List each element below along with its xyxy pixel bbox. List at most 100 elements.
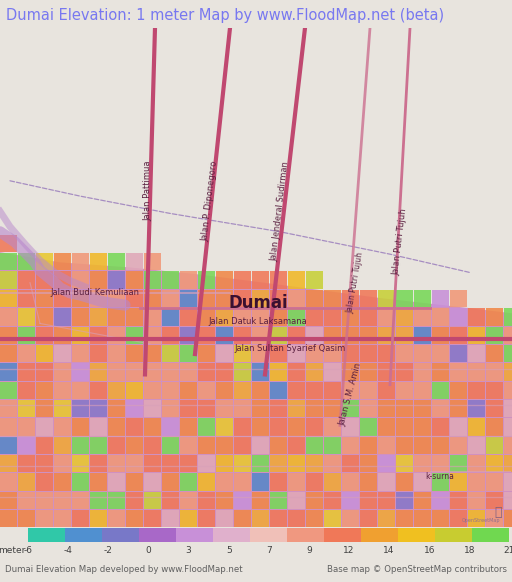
Bar [0, 382, 17, 399]
Bar [108, 510, 125, 527]
Text: -2: -2 [104, 546, 113, 555]
Text: Jalan S.M. Amin: Jalan S.M. Amin [337, 362, 363, 427]
Bar [144, 327, 161, 344]
Bar [306, 418, 323, 435]
Bar [270, 327, 287, 344]
Bar [216, 363, 233, 381]
Bar [234, 400, 251, 417]
Bar [252, 492, 269, 509]
Text: 14: 14 [383, 546, 395, 555]
Bar [486, 327, 503, 344]
Bar [432, 363, 449, 381]
Bar [0, 473, 17, 491]
Text: -6: -6 [24, 546, 33, 555]
Bar [486, 455, 503, 472]
Bar [126, 492, 143, 509]
Bar [198, 382, 215, 399]
Bar [252, 418, 269, 435]
Bar [252, 345, 269, 362]
Bar [360, 436, 377, 454]
Bar [306, 308, 323, 325]
Bar [306, 455, 323, 472]
Bar [72, 455, 89, 472]
Bar [90, 271, 107, 289]
Bar [18, 418, 35, 435]
Bar [324, 418, 341, 435]
Bar [360, 510, 377, 527]
Bar [396, 290, 413, 307]
Bar [198, 492, 215, 509]
Bar [162, 327, 179, 344]
Bar [396, 473, 413, 491]
Bar [342, 510, 359, 527]
Bar [360, 400, 377, 417]
Bar [396, 455, 413, 472]
Bar [504, 436, 512, 454]
Text: Jalan Putri Tujuh: Jalan Putri Tujuh [391, 208, 409, 276]
Bar [198, 327, 215, 344]
Bar [252, 436, 269, 454]
Bar [54, 418, 71, 435]
Bar [0, 492, 17, 509]
Bar [90, 253, 107, 271]
Bar [378, 290, 395, 307]
Bar [378, 473, 395, 491]
Bar [270, 492, 287, 509]
Bar [144, 271, 161, 289]
Bar [360, 345, 377, 362]
Bar [396, 327, 413, 344]
Bar [504, 473, 512, 491]
Bar [342, 308, 359, 325]
Bar [54, 492, 71, 509]
Bar [252, 455, 269, 472]
Bar [414, 455, 431, 472]
Bar [144, 382, 161, 399]
Bar [342, 345, 359, 362]
Bar [306, 363, 323, 381]
Bar [126, 345, 143, 362]
Bar [360, 382, 377, 399]
Bar [486, 363, 503, 381]
Bar [0, 418, 17, 435]
Bar [486, 418, 503, 435]
Bar [504, 327, 512, 344]
Bar [126, 253, 143, 271]
Bar [234, 436, 251, 454]
Bar [450, 473, 467, 491]
Bar [216, 418, 233, 435]
Bar [378, 400, 395, 417]
Bar [198, 345, 215, 362]
Bar [468, 345, 485, 362]
Bar [288, 418, 305, 435]
Bar [252, 327, 269, 344]
Bar [180, 400, 197, 417]
Bar [36, 345, 53, 362]
Text: 5: 5 [226, 546, 231, 555]
Bar [414, 327, 431, 344]
Bar [65, 528, 102, 542]
Bar [396, 308, 413, 325]
Bar [90, 382, 107, 399]
Bar [90, 400, 107, 417]
Bar [108, 400, 125, 417]
Bar [139, 528, 176, 542]
Bar [162, 418, 179, 435]
Bar [198, 418, 215, 435]
Bar [435, 528, 473, 542]
Bar [504, 510, 512, 527]
Bar [270, 473, 287, 491]
Bar [162, 400, 179, 417]
Text: Jalan Budi Kemuliaan: Jalan Budi Kemuliaan [50, 289, 139, 297]
Bar [180, 436, 197, 454]
Bar [162, 436, 179, 454]
Bar [18, 363, 35, 381]
Bar [108, 271, 125, 289]
Bar [126, 363, 143, 381]
Bar [360, 363, 377, 381]
Bar [288, 436, 305, 454]
Bar [342, 400, 359, 417]
Bar [216, 382, 233, 399]
Bar [126, 436, 143, 454]
Bar [36, 308, 53, 325]
Bar [450, 455, 467, 472]
